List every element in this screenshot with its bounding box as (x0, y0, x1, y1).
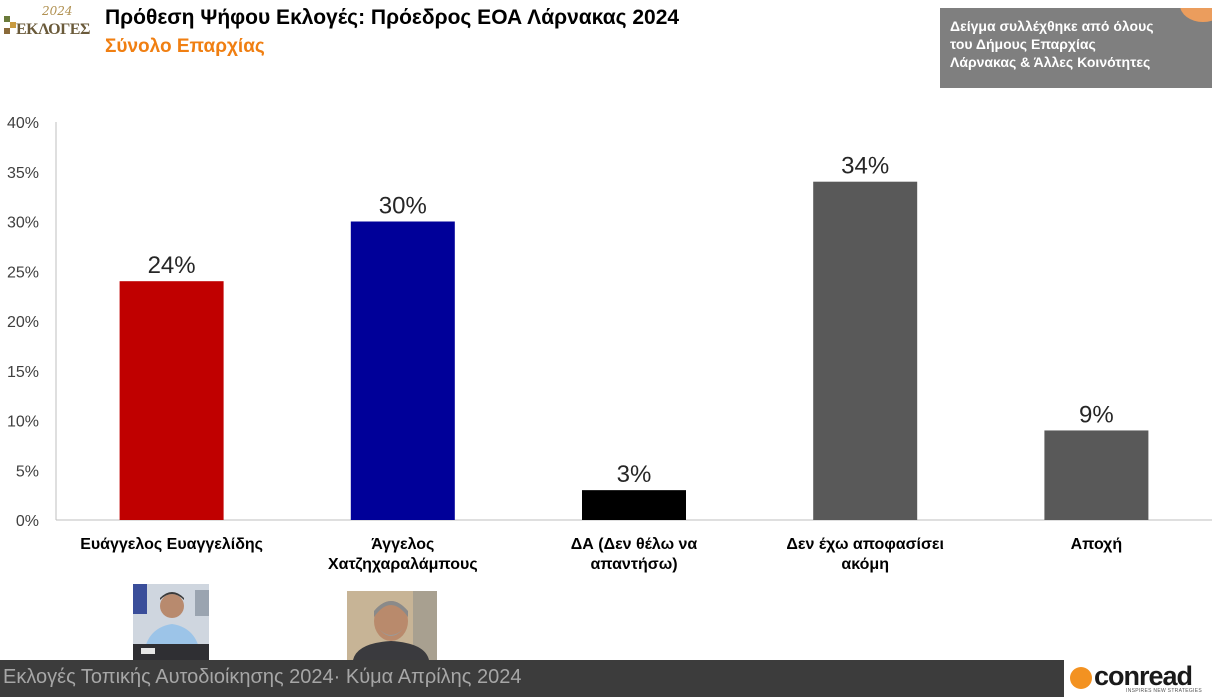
sample-note-line-2: του Δήμους Επαρχίας (950, 36, 1096, 52)
footer-bar: Εκλογές Τοπικής Αυτοδιοίκησης 2024· Κύμα… (0, 660, 1224, 697)
category-label: απαντήσω) (590, 556, 677, 573)
category-label: ακόμη (841, 556, 889, 573)
y-tick-label: 5% (16, 463, 39, 480)
data-label: 24% (148, 252, 196, 279)
logo-word: ΕΚΛΟΓΕΣ (16, 21, 90, 38)
bar-chart: 0% 5% 10% 15% 20% 25% 30% 35% 40% 24% Ευάγγελος Ευ… (7, 115, 1212, 573)
chatzicharalampous-photo-art (347, 591, 437, 660)
bar (813, 181, 918, 520)
conread-tagline: INSPIRES NEW STRATEGIES (1126, 688, 1202, 694)
y-tick-label: 40% (7, 115, 39, 132)
sample-note-box: Δείγμα συλλέχθηκε από όλους του Δήμους Ε… (940, 8, 1212, 88)
data-label: 34% (841, 153, 889, 180)
y-tick-label: 20% (7, 314, 39, 331)
data-label: 3% (617, 461, 652, 488)
bar (119, 281, 224, 520)
conread-logo: conread INSPIRES NEW STRATEGIES (1064, 660, 1224, 697)
sample-note-line-3: Λάρνακας & Άλλες Κοινότητες (950, 54, 1151, 70)
conread-brand-name: conread (1094, 661, 1193, 691)
bar (1044, 430, 1149, 520)
y-tick-label: 35% (7, 165, 39, 182)
evangelides-photo-art (133, 584, 209, 660)
data-label: 30% (379, 193, 427, 220)
y-tick-label: 10% (7, 414, 39, 431)
chart-subtitle: Σύνολο Επαρχίας (105, 36, 265, 57)
category-label: Χατζηχαραλάμπους (328, 556, 478, 573)
data-label: 9% (1079, 401, 1114, 428)
category-label: Δεν έχω αποφασίσει (786, 536, 944, 553)
y-tick-label: 30% (7, 215, 39, 232)
sample-note-line-1: Δείγμα συλλέχθηκε από όλους (950, 18, 1154, 34)
conread-disc-icon (1070, 667, 1092, 689)
chart-title: Πρόθεση Ψήφου Εκλογές: Πρόεδρος ΕΟΑ Λάρν… (105, 6, 680, 29)
bar (582, 490, 686, 520)
y-tick-label: 0% (16, 513, 39, 530)
bar (350, 221, 455, 520)
y-tick-label: 15% (7, 364, 39, 381)
category-label: Αποχή (1071, 536, 1123, 553)
category-label: Άγγελος (371, 536, 434, 553)
logo-year: 2024 (42, 4, 73, 18)
footer-text: Εκλογές Τοπικής Αυτοδιοίκησης 2024· Κύμα… (3, 666, 522, 688)
elections-2024-logo: 2024 ΕΚΛΟΓΕΣ (2, 4, 90, 42)
evangelides-photo (133, 584, 209, 660)
logo-boxes-icon (4, 16, 16, 36)
chatzicharalampous-photo (347, 591, 437, 660)
category-label: Ευάγγελος Ευαγγελίδης (80, 536, 263, 553)
y-tick-label: 25% (7, 264, 39, 281)
category-label: ΔΑ (Δεν θέλω να (571, 536, 698, 553)
